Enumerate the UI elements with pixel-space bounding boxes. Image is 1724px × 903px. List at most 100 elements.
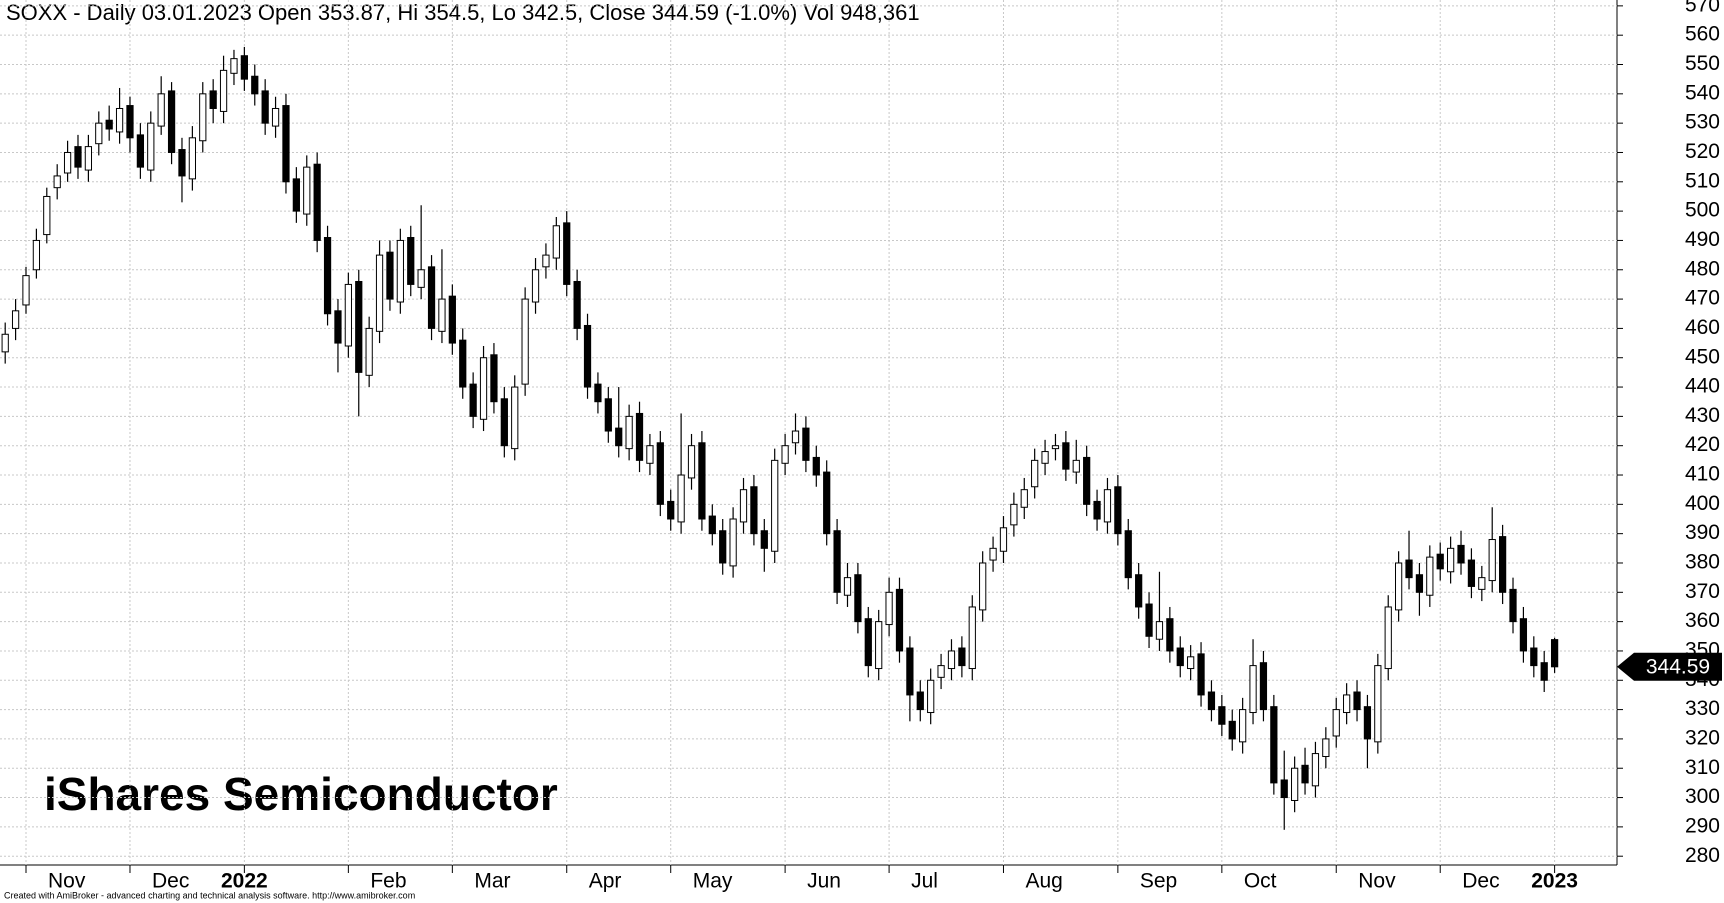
candle-body [823, 471, 831, 535]
candle-body [791, 430, 800, 444]
y-tick-label: 390 [1685, 521, 1720, 544]
candle-body [864, 618, 872, 667]
candle-body [459, 339, 467, 388]
candle-body [968, 606, 976, 670]
candle-body [979, 562, 987, 611]
x-tick-label: Oct [1244, 870, 1277, 893]
y-tick-label: 570 [1685, 0, 1720, 16]
candle-body [271, 107, 280, 127]
price-tag-label: 344.59 [1646, 655, 1710, 678]
x-tick-label: Dec [1462, 870, 1499, 893]
candle-body [750, 486, 758, 535]
candle-body [1332, 709, 1340, 737]
candle-body [375, 254, 384, 332]
candle-body [1457, 544, 1465, 564]
candle-body [1135, 574, 1143, 608]
candle-body [500, 398, 508, 447]
candle-body [511, 386, 519, 450]
candle-body [1291, 767, 1299, 801]
candle-body [1155, 621, 1164, 640]
x-tick-label: Mar [474, 870, 510, 893]
candle-body [1488, 539, 1496, 582]
x-tick-label: May [693, 870, 733, 893]
candle-body [947, 650, 956, 670]
chart-title: SOXX - Daily 03.01.2023 Open 353.87, Hi … [6, 0, 920, 25]
candle-body [1405, 559, 1413, 579]
candle-body [313, 163, 321, 241]
candle-body [1550, 639, 1559, 668]
candle-body [812, 456, 820, 476]
y-tick-label: 560 [1685, 23, 1720, 46]
candle-body [1166, 618, 1174, 652]
y-tick-label: 490 [1685, 228, 1720, 251]
y-tick-label: 460 [1685, 316, 1720, 339]
candle-body [563, 222, 571, 285]
candle-body [355, 280, 363, 373]
footer: Created with AmiBroker - advanced charti… [4, 890, 415, 900]
candle-body [531, 269, 540, 303]
candle-body [677, 474, 685, 523]
candle-body [209, 90, 217, 109]
candle-body [635, 412, 644, 461]
candle-body [1239, 709, 1247, 743]
candle-body [1384, 606, 1392, 670]
candle-body [230, 58, 238, 74]
candle-body [386, 251, 394, 300]
candle-body [739, 489, 748, 523]
x-tick-label: 2022 [221, 870, 268, 893]
candle-body [604, 398, 612, 432]
x-tick-label: Jul [911, 870, 938, 893]
y-tick-label: 400 [1685, 492, 1720, 515]
candle-body [854, 574, 862, 623]
y-tick-label: 540 [1685, 81, 1720, 104]
candle-body [1353, 691, 1361, 711]
candle-body [1, 333, 9, 353]
y-tick-label: 410 [1685, 463, 1720, 486]
candle-body [1020, 489, 1028, 508]
y-tick-label: 290 [1685, 814, 1720, 837]
candle-body [667, 500, 675, 520]
candle-body [1228, 720, 1236, 740]
candle-body [167, 90, 176, 153]
candle-body [1207, 691, 1216, 711]
candle-body [11, 310, 20, 329]
y-tick-label: 430 [1685, 404, 1720, 427]
candle-body [438, 298, 446, 332]
candle-body [1343, 694, 1351, 714]
candle-body [1363, 706, 1372, 740]
candle-body [1540, 662, 1548, 681]
candle-body [1322, 738, 1330, 758]
candle-body [407, 237, 415, 285]
candle-body [251, 75, 259, 95]
y-tick-label: 510 [1685, 169, 1720, 192]
candle-body [53, 175, 61, 189]
y-tick-label: 550 [1685, 52, 1720, 75]
candle-body [1436, 553, 1444, 570]
y-tick-label: 450 [1685, 345, 1720, 368]
candle-body [1270, 706, 1278, 784]
y-tick-label: 520 [1685, 140, 1720, 163]
candle-body [323, 237, 332, 315]
x-tick-label: Sep [1140, 870, 1177, 893]
y-tick-label: 320 [1685, 726, 1720, 749]
candle-body [1478, 577, 1486, 590]
candle-body [1197, 653, 1205, 696]
x-tick-label: 2023 [1531, 870, 1578, 893]
candle-body [708, 515, 716, 535]
candle-body [427, 266, 436, 329]
candle-body [105, 119, 113, 130]
candle-body [729, 518, 737, 567]
candle-body [1374, 665, 1382, 743]
candle-body [999, 527, 1008, 552]
candle-body [63, 151, 72, 174]
candle-body [365, 327, 373, 376]
y-tick-label: 310 [1685, 756, 1720, 779]
y-tick-label: 300 [1685, 785, 1720, 808]
candle-body [1249, 665, 1257, 714]
candle-body [1415, 574, 1424, 593]
candle-body [833, 530, 841, 593]
y-tick-label: 370 [1685, 580, 1720, 603]
y-tick-label: 420 [1685, 433, 1720, 456]
